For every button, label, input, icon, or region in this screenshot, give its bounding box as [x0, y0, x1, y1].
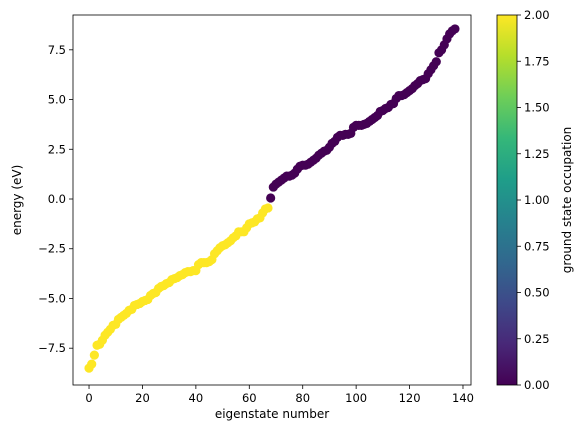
colorbar-axis: 0.00 0.25 0.50 0.75 1.00 1.25 1.50 1.75 2.00: [517, 8, 550, 392]
data-point: [89, 350, 99, 360]
data-point: [450, 24, 460, 34]
colorbar-tick-label: 1.00: [524, 193, 550, 207]
x-tick-label: 20: [135, 391, 150, 405]
x-tick-label: 80: [295, 391, 310, 405]
x-tick-label: 60: [242, 391, 257, 405]
x-tick-label: 0: [85, 391, 92, 405]
colorbar-label: ground state occupation: [560, 127, 574, 274]
data-point: [266, 193, 276, 203]
colorbar-tick-label: 0.00: [524, 378, 550, 392]
x-axis: 0 20 40 60 80 100 120 140: [85, 385, 474, 405]
colorbar-tick-label: 0.25: [524, 332, 550, 346]
colorbar-tick-label: 0.75: [524, 239, 550, 253]
x-tick-label: 120: [399, 391, 421, 405]
y-axis: −7.5 −5.0 −2.5 0.0 2.5 5.0 7.5: [38, 43, 73, 355]
y-tick-label: −2.5: [38, 242, 66, 256]
colorbar: [496, 14, 518, 386]
y-tick-label: 5.0: [48, 93, 66, 107]
y-tick-label: −5.0: [38, 291, 66, 305]
colorbar-tick-label: 0.50: [524, 286, 550, 300]
data-point: [431, 57, 441, 67]
data-point: [263, 203, 273, 213]
colorbar-tick-label: 1.50: [524, 101, 550, 115]
x-tick-label: 100: [345, 391, 367, 405]
y-tick-label: −7.5: [38, 341, 66, 355]
y-axis-label: energy (eV): [10, 165, 24, 236]
y-tick-label: 2.5: [48, 142, 66, 156]
data-point: [87, 359, 97, 369]
colorbar-tick-label: 2.00: [524, 8, 550, 22]
x-tick-label: 140: [452, 391, 474, 405]
plot-frame: [72, 14, 472, 386]
y-tick-label: 0.0: [48, 192, 66, 206]
colorbar-tick-label: 1.75: [524, 54, 550, 68]
x-tick-label: 40: [189, 391, 204, 405]
colorbar-tick-label: 1.25: [524, 147, 550, 161]
y-tick-label: 7.5: [48, 43, 66, 57]
data-points: [84, 24, 460, 373]
x-axis-label: eigenstate number: [215, 407, 329, 421]
